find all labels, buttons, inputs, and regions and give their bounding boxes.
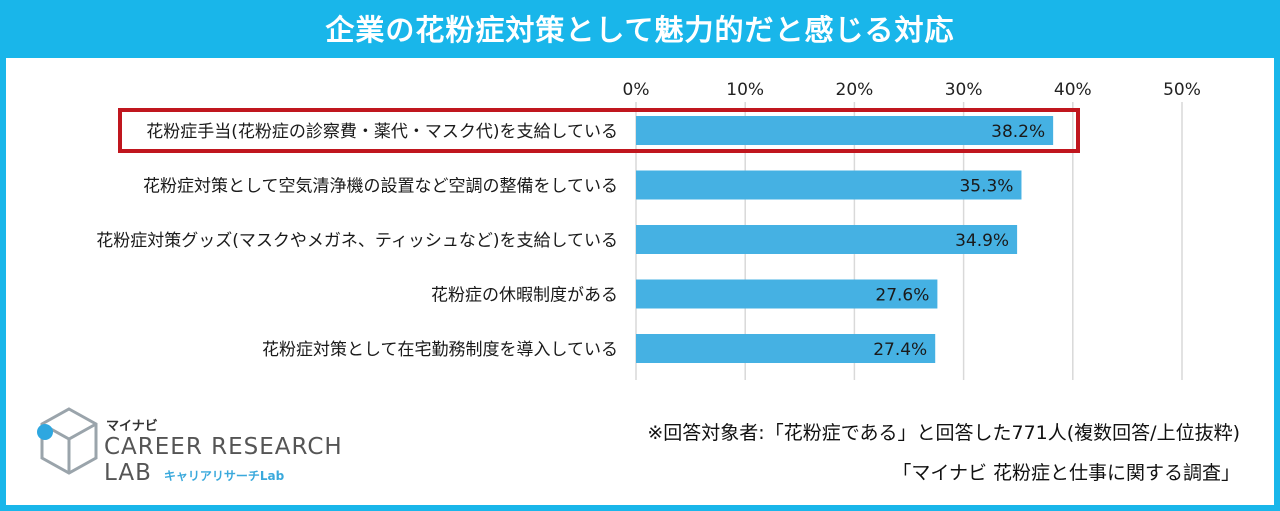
x-tick-label: 10% xyxy=(726,80,764,100)
x-tick-label: 20% xyxy=(836,80,874,100)
category-label: 花粉症の休暇制度がある xyxy=(431,286,618,306)
category-label: 花粉症対策として空気清浄機の設置など空調の整備をしている xyxy=(143,177,618,197)
chart-title: 企業の花粉症対策として魅力的だと感じる対応 xyxy=(0,0,1280,58)
logo-sub: キャリアリサーチLab xyxy=(163,469,285,483)
logo-name-line2: LAB xyxy=(104,460,152,486)
career-research-lab-logo-icon xyxy=(37,407,98,475)
logo-brand: マイナビ xyxy=(106,419,158,434)
category-label: 花粉症対策グッズ(マスクやメガネ、ティッシュなど)を支給している xyxy=(96,231,618,251)
x-tick-label: 30% xyxy=(945,80,983,100)
logo-name-line1: CAREER RESEARCH xyxy=(104,434,343,460)
bar xyxy=(636,334,936,363)
respondents-note: ※回答対象者:「花粉症である」と回答した771人(複数回答/上位抜粋) xyxy=(647,422,1240,444)
bar xyxy=(636,170,1022,200)
x-tick-label: 40% xyxy=(1054,80,1092,100)
bar xyxy=(636,116,1054,145)
bar xyxy=(636,279,938,309)
bar xyxy=(636,225,1018,254)
data-label: 38.2% xyxy=(991,122,1045,142)
data-label: 27.6% xyxy=(875,286,929,306)
lab-logo-text: マイナビ CAREER RESEARCH LAB キャリアリサーチLab xyxy=(104,415,343,486)
category-label: 花粉症対策として在宅勤務制度を導入している xyxy=(262,340,618,360)
category-label: 花粉症手当(花粉症の診察費・薬代・マスク代)を支給している xyxy=(146,122,618,142)
x-tick-label: 50% xyxy=(1163,80,1201,100)
data-label: 27.4% xyxy=(873,340,927,360)
data-label: 34.9% xyxy=(955,231,1009,251)
highlight-box xyxy=(118,108,1080,153)
data-label: 35.3% xyxy=(959,177,1013,197)
source-note: 「マイナビ 花粉症と仕事に関する調査」 xyxy=(892,462,1240,484)
x-tick-label: 0% xyxy=(623,80,650,100)
